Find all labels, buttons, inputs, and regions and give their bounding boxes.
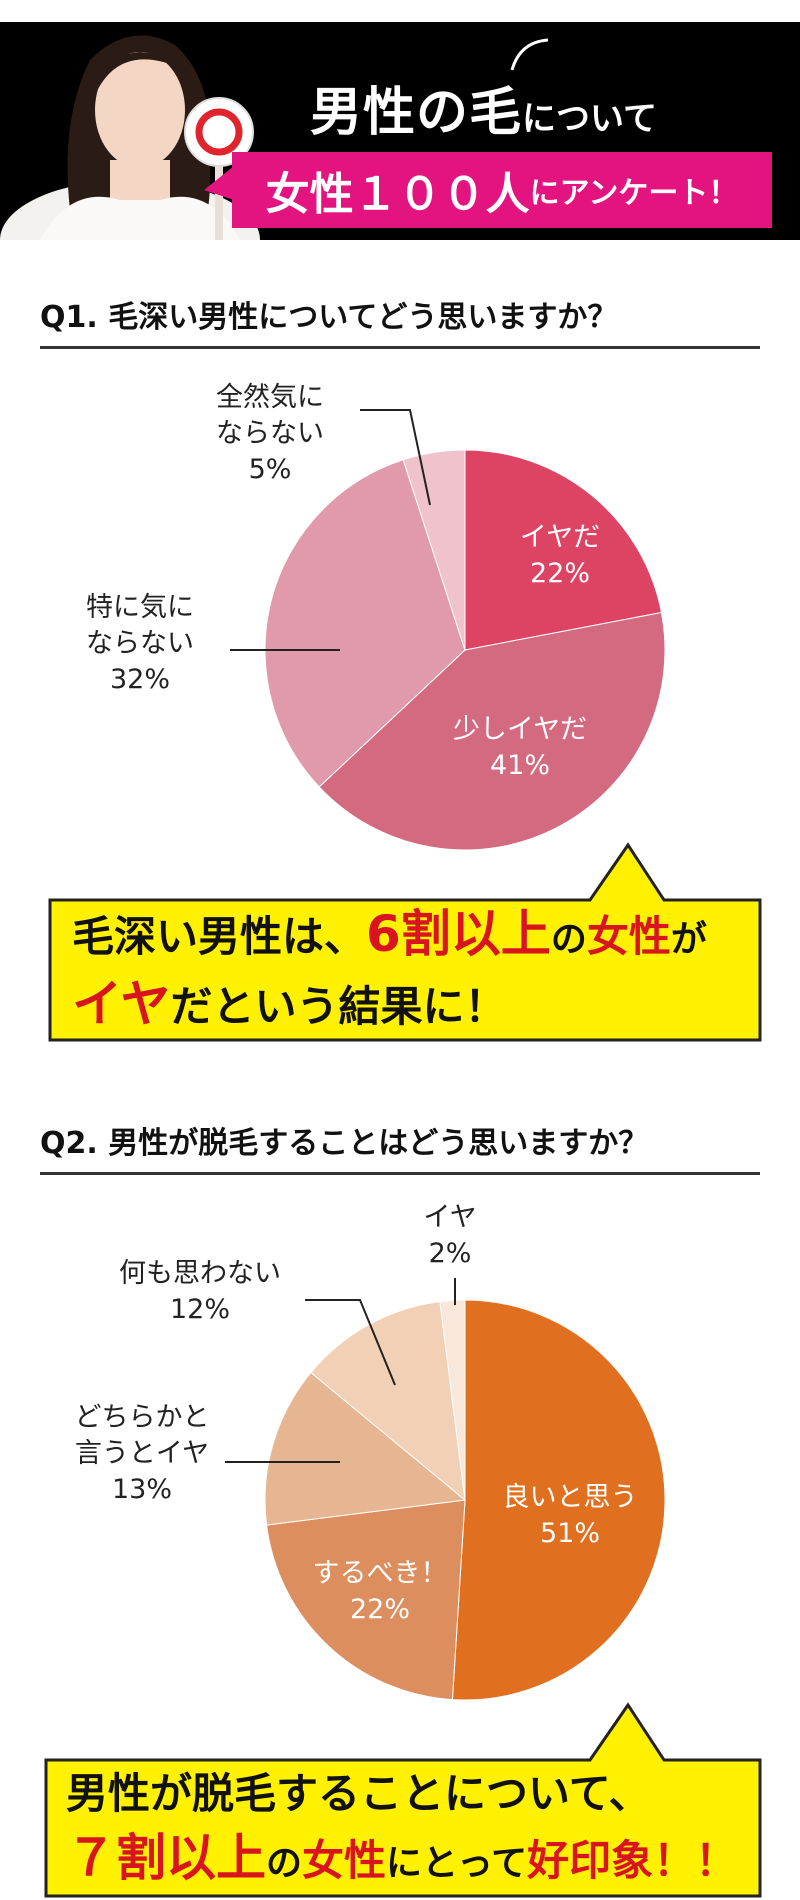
hair-icon — [510, 38, 549, 71]
q2-label-dochiraka: どちらかと 言うとイヤ 13% — [74, 1402, 210, 1505]
q1-heading: Q1. 毛深い男性についてどう思いますか？ — [40, 292, 760, 349]
q1-label-sukoshi: 少しイヤだ 41% — [452, 714, 588, 781]
q2-label-nanimo: 何も思わない 12% — [119, 1258, 281, 1325]
q1-callout-text: 毛深い男性は、6割以上の女性が イヤだという結果に！ — [72, 905, 707, 1033]
q2-slice-1 — [451, 1299, 666, 1701]
q1-label-zenzen: 全然気に ならない 5% — [216, 382, 324, 485]
q2-heading: Q2. 男性が脱毛することはどう思いますか？ — [40, 1118, 760, 1175]
q1-slice-4 — [402, 449, 466, 651]
subtitle-emphasis: 女性１００人 — [265, 169, 530, 220]
speech-tail — [204, 166, 234, 200]
q2-slice-2 — [266, 1499, 466, 1701]
q2-label-iya: イヤ 2% — [423, 1202, 477, 1269]
page-title: 男性の毛について — [310, 70, 770, 145]
q1-label-tokuni: 特に気に ならない 32% — [86, 592, 194, 695]
title-suffix: について — [522, 99, 657, 139]
q1-pie-chart — [230, 409, 666, 851]
q1-slice-3 — [264, 459, 466, 788]
q2-callout-text: 男性が脱毛することについて、 ７割以上の女性にとって好印象！！ — [66, 1769, 738, 1887]
q2-leader-line-1 — [305, 1299, 396, 1386]
banner-background — [0, 0, 800, 240]
q2-label-yoi: 良いと思う 51% — [502, 1482, 638, 1549]
subtitle-suffix: にアンケート！ — [529, 176, 739, 211]
q1-slice-2 — [318, 611, 666, 851]
q1-label-iyada: イヤだ 22% — [519, 522, 601, 589]
q2-label-surubeki: するべき！ 22% — [312, 1558, 448, 1625]
subtitle-box: 女性１００人 にアンケート！ — [232, 152, 772, 228]
q2-slice-3 — [264, 1371, 467, 1526]
q2-slice-4 — [310, 1301, 466, 1502]
q1-leader-line-1 — [360, 409, 431, 506]
title-emphasis: 男性の毛 — [310, 83, 523, 143]
woman-photo — [0, 35, 260, 240]
q2-slice-5 — [439, 1299, 466, 1501]
q1-callout-box — [48, 842, 762, 1042]
q2-pie-chart — [225, 1278, 666, 1701]
q1-slice-1 — [464, 449, 663, 651]
header-banner: 男性の毛について 女性１００人 にアンケート！ — [0, 0, 800, 240]
q2-callout-box — [44, 1702, 762, 1898]
